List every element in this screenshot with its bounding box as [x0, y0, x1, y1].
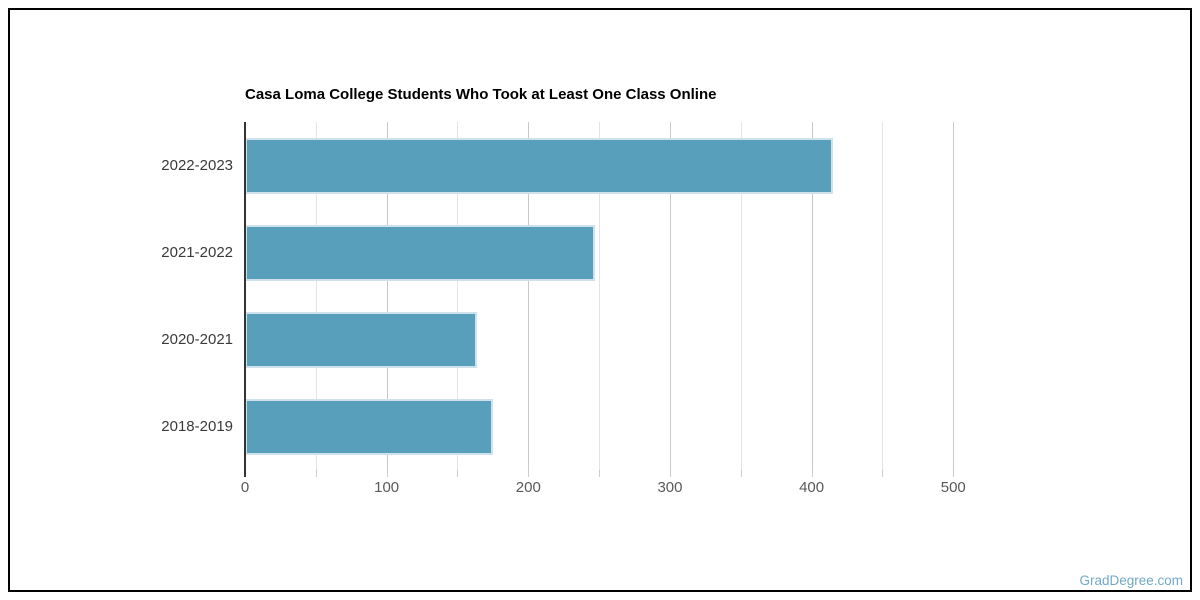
x-tick-250	[599, 470, 601, 477]
x-tick-100	[386, 470, 388, 477]
category-label-2022-2023: 2022-2023	[161, 157, 233, 174]
category-label-2021-2022: 2021-2022	[161, 244, 233, 261]
gridline-major-100	[386, 122, 388, 470]
x-tick-label-300: 300	[657, 479, 683, 496]
x-tick-350	[740, 470, 742, 477]
y-axis-line	[244, 122, 246, 477]
x-tick-label-200: 200	[515, 479, 541, 496]
bar-2021-2022	[245, 224, 595, 281]
gridline-minor-250	[599, 122, 601, 470]
x-tick-label-400: 400	[799, 479, 825, 496]
gridline-minor-50	[315, 122, 317, 470]
plot-area	[245, 122, 1000, 470]
gridline-major-300	[669, 122, 671, 470]
gridline-minor-350	[740, 122, 742, 470]
x-tick-50	[315, 470, 317, 477]
x-tick-200	[528, 470, 530, 477]
bar-2018-2019	[245, 398, 493, 455]
gridline-major-400	[811, 122, 813, 470]
category-label-2020-2021: 2020-2021	[161, 331, 233, 348]
gridline-major-500	[953, 122, 955, 470]
x-tick-150	[457, 470, 459, 477]
x-tick-label-500: 500	[940, 479, 966, 496]
x-tick-label-100: 100	[374, 479, 400, 496]
watermark: GradDegree.com	[1079, 573, 1183, 588]
x-tick-400	[811, 470, 813, 477]
bar-2020-2021	[245, 311, 478, 368]
x-tick-300	[669, 470, 671, 477]
category-label-2018-2019: 2018-2019	[161, 418, 233, 435]
x-tick-450	[882, 470, 884, 477]
chart-title: Casa Loma College Students Who Took at L…	[245, 86, 717, 103]
x-tick-500	[953, 470, 955, 477]
x-tick-label-0: 0	[240, 479, 250, 496]
gridline-major-200	[528, 122, 530, 470]
bar-2022-2023	[245, 137, 833, 194]
gridline-minor-150	[457, 122, 459, 470]
gridline-minor-450	[882, 122, 884, 470]
